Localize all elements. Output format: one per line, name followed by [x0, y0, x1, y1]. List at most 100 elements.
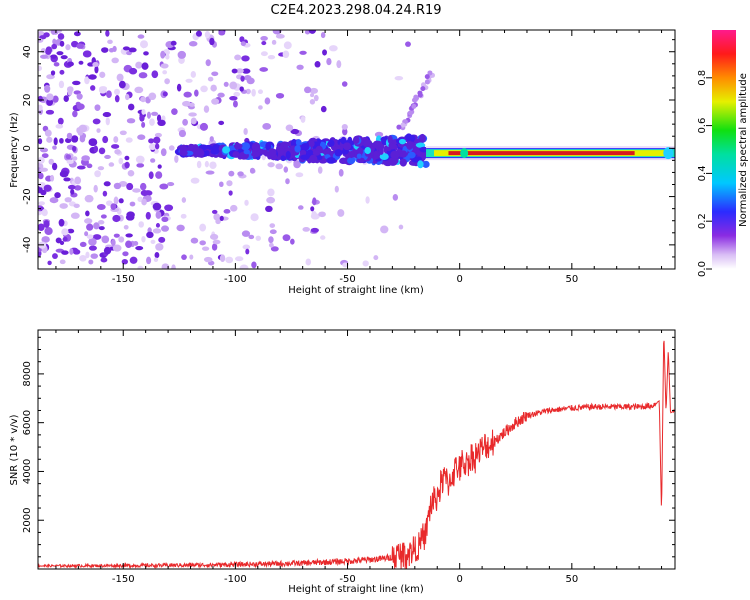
spectrogram-frame	[37, 29, 676, 270]
spectrogram-speckle	[78, 124, 88, 133]
spectrogram-ytick-label: 20	[22, 94, 33, 107]
spectrogram-speckle	[50, 174, 55, 182]
spectrogram-speckle	[93, 184, 98, 193]
spectrogram-speckle	[81, 155, 90, 162]
spectrogram-band-mark	[371, 142, 382, 149]
spectrogram-speckle	[232, 100, 238, 108]
spectrogram-speckle	[70, 188, 75, 195]
spectrogram-speckle	[114, 149, 121, 155]
spectrogram-speckle	[111, 57, 119, 64]
spectrogram-speckle	[170, 40, 177, 46]
spectrogram-speckle	[64, 137, 72, 144]
spectrogram-band-mark	[356, 157, 365, 164]
spectrogram-speckle	[44, 129, 52, 137]
spectrogram-speckle	[201, 246, 210, 251]
spectrogram-speckle	[190, 117, 197, 125]
spectrogram-speckle	[148, 92, 157, 101]
spectrogram-speckle	[74, 185, 82, 191]
spectrogram-speckle	[152, 202, 162, 211]
spectrogram-speckle	[241, 55, 250, 62]
spectrogram-speckle	[248, 234, 255, 240]
spectrogram-speckle	[88, 259, 94, 265]
spectrogram-speckle	[59, 40, 65, 47]
spectrogram-band-mark	[406, 141, 414, 150]
spectrogram-speckle	[94, 65, 99, 74]
spectrogram-speckle	[112, 45, 117, 53]
spectrogram-speckle	[176, 224, 185, 232]
spectrogram-arm	[411, 97, 417, 103]
spectrogram-band-mark	[194, 149, 205, 158]
spectrogram-speckle	[88, 238, 97, 246]
spectrogram-speckle	[84, 218, 93, 224]
spectrogram-speckle	[251, 261, 257, 269]
spectrogram-speckle	[114, 88, 120, 96]
spectrogram-speckle	[98, 147, 106, 155]
spectrogram-speckle	[82, 50, 92, 58]
spectrogram-speckle	[217, 92, 225, 98]
spectrogram-speckle	[160, 148, 167, 157]
spectrogram-speckle	[78, 60, 84, 65]
spectrogram-speckle	[249, 167, 256, 174]
spectrogram-speckle	[102, 135, 109, 144]
spectrogram-speckle	[178, 129, 187, 138]
spectrogram-band-mark	[390, 150, 400, 159]
spectrogram-speckle	[138, 72, 148, 79]
spectrogram-band-mark	[240, 142, 251, 151]
colorbar-label: Normalized spectral amplitude	[738, 73, 749, 227]
spectrogram-speckle	[148, 171, 154, 180]
spectrogram-speckle	[174, 155, 179, 163]
spectrogram-band-mark	[308, 140, 315, 148]
spectrogram-speckle	[342, 127, 348, 136]
spectrogram-speckle	[140, 190, 149, 196]
spectrogram-speckle	[84, 76, 90, 85]
snr-ytick-label: 8000	[22, 361, 33, 386]
spectrogram-arm	[427, 70, 433, 76]
spectrogram-speckle	[177, 50, 186, 59]
spectrogram-speckle	[334, 185, 339, 193]
snr-xtick-label: -150	[112, 574, 135, 585]
spectrogram-speckle	[240, 75, 245, 82]
spectrogram-speckle	[234, 256, 244, 262]
spectrogram-speckle	[219, 254, 226, 262]
spectrogram-ytick-label: -20	[22, 188, 33, 204]
spectrogram-speckle	[84, 231, 89, 237]
spectrogram-speckle	[211, 98, 220, 105]
spectrogram-speckle	[283, 41, 292, 50]
spectrogram-speckle	[61, 250, 69, 255]
spectrogram-band-mark	[309, 154, 318, 164]
spectrogram-speckle	[245, 88, 251, 95]
spectrogram-speckle	[195, 30, 202, 37]
spectrogram-speckle	[283, 166, 289, 173]
spectrogram-speckle	[271, 39, 277, 45]
snr-marks	[38, 340, 675, 569]
spectrogram-speckle	[50, 70, 56, 76]
spectrogram-speckle	[77, 131, 83, 136]
spectrogram-speckle	[162, 70, 168, 75]
spectrogram-speckle	[59, 203, 68, 209]
spectrogram-speckle	[67, 61, 74, 67]
spectrogram-speckle	[155, 223, 161, 228]
spectrogram-band-mark	[188, 143, 194, 152]
spectrogram-speckle	[38, 95, 43, 102]
spectrogram-speckle	[146, 256, 152, 265]
spectrogram-band-mark	[265, 142, 272, 151]
spectrogram-speckle	[108, 162, 115, 167]
spectrogram-speckle	[272, 30, 282, 35]
spectrogram-speckle	[137, 265, 144, 269]
spectrogram-speckle	[151, 70, 159, 79]
spectrogram-speckle	[125, 240, 133, 249]
spectrogram-speckle	[97, 220, 105, 225]
spectrogram-speckle	[52, 145, 57, 150]
spectrogram-speckle	[102, 190, 108, 197]
spectrogram-band-mark	[339, 158, 348, 164]
spectrogram-speckle	[90, 253, 99, 259]
spectrogram-speckle	[59, 69, 65, 75]
spectrogram-speckle	[40, 48, 47, 54]
spectrogram-speckle	[79, 135, 86, 143]
spectrogram-speckle	[373, 255, 379, 261]
tone-ridge	[448, 151, 635, 156]
spectrogram-speckle	[86, 223, 94, 231]
spectrogram-speckle	[245, 248, 250, 255]
spectrogram-speckle	[65, 44, 71, 51]
spectrogram-xtick-label: 0	[456, 274, 462, 285]
